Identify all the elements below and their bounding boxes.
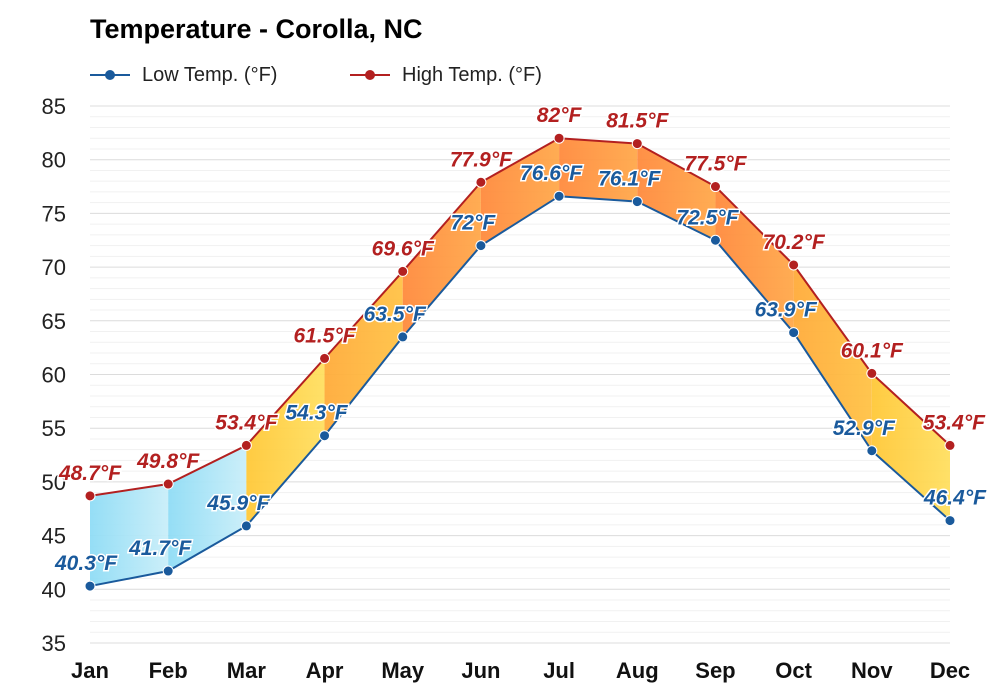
high-temp-label-nov: 60.1°F <box>841 339 904 362</box>
high-temp-label-jun: 77.9°F <box>450 148 513 171</box>
x-tick-label-oct: Oct <box>775 658 812 683</box>
low-temp-label-mar: 45.9°F <box>206 492 270 515</box>
x-tick-label-jul: Jul <box>543 658 575 683</box>
low-temp-label-jul: 76.6°F <box>520 162 583 185</box>
high-temp-label-dec: 53.4°F <box>923 411 986 434</box>
low-temp-label-apr: 54.3°F <box>285 402 348 425</box>
range-band-segment <box>715 186 794 333</box>
y-tick-label: 45 <box>42 524 66 549</box>
x-tick-label-jun: Jun <box>461 658 500 683</box>
high-temp-line <box>89 137 951 497</box>
low-temp-point-oct[interactable] <box>788 327 800 339</box>
x-tick-label-sep: Sep <box>695 658 735 683</box>
high-temp-point-dec[interactable] <box>944 439 956 451</box>
legend-item-low[interactable]: Low Temp. (°F) <box>90 60 277 90</box>
high-temp-label-mar: 53.4°F <box>215 411 278 434</box>
x-tick-label-feb: Feb <box>149 658 188 683</box>
low-temp-point-apr[interactable] <box>319 430 331 442</box>
high-temp-label-sep: 77.5°F <box>684 153 747 176</box>
x-tick-label-nov: Nov <box>851 658 893 683</box>
low-temp-label-jun: 72°F <box>451 212 497 235</box>
y-tick-label: 35 <box>42 631 66 656</box>
legend-low-label: Low Temp. (°F) <box>142 63 278 86</box>
y-tick-label: 40 <box>42 577 66 602</box>
legend-item-high[interactable]: High Temp. (°F) <box>350 60 542 90</box>
low-temp-point-may[interactable] <box>397 331 409 343</box>
high-temp-point-sep[interactable] <box>709 181 721 193</box>
low-temp-label-feb: 41.7°F <box>128 537 192 560</box>
range-band-segment <box>871 373 950 521</box>
y-tick-label: 80 <box>42 148 66 173</box>
low-temp-point-jan[interactable] <box>84 580 96 592</box>
low-temp-point-jul[interactable] <box>553 190 565 202</box>
legend-low-swatch <box>90 65 130 85</box>
high-temp-point-apr[interactable] <box>319 352 331 364</box>
x-tick-label-mar: Mar <box>227 658 267 683</box>
legend-high-swatch <box>350 65 390 85</box>
y-tick-label: 50 <box>42 470 66 495</box>
low-temp-point-jun[interactable] <box>475 240 487 252</box>
range-band-segment <box>402 182 481 337</box>
high-temp-label-jan: 48.7°F <box>58 462 122 485</box>
high-temp-label-oct: 70.2°F <box>763 231 826 254</box>
y-tick-label: 75 <box>42 201 66 226</box>
y-tick-label: 55 <box>42 416 66 441</box>
low-temp-label-may: 63.5°F <box>364 303 427 326</box>
range-band-segment <box>480 138 560 246</box>
high-temp-point-aug[interactable] <box>631 138 643 150</box>
high-temp-point-mar[interactable] <box>240 439 252 451</box>
low-temp-point-dec[interactable] <box>944 515 956 527</box>
high-temp-point-nov[interactable] <box>866 367 878 379</box>
low-temp-point-aug[interactable] <box>631 196 643 208</box>
y-tick-label: 65 <box>42 309 66 334</box>
high-temp-point-feb[interactable] <box>162 478 174 490</box>
low-temp-label-dec: 46.4°F <box>923 487 987 510</box>
high-temp-point-jan[interactable] <box>84 490 96 502</box>
low-temp-label-aug: 76.1°F <box>598 168 661 191</box>
high-temp-point-jun[interactable] <box>475 176 487 188</box>
high-temp-label-feb: 49.8°F <box>136 450 200 473</box>
range-band-segment <box>90 484 169 587</box>
high-temp-label-jul: 82°F <box>537 104 583 127</box>
range-band-segment <box>168 445 247 572</box>
y-tick-label: 70 <box>42 255 66 280</box>
high-temp-point-may[interactable] <box>397 265 409 277</box>
low-temp-label-jan: 40.3°F <box>54 552 118 575</box>
low-temp-label-sep: 72.5°F <box>676 206 739 229</box>
chart-title: Temperature - Corolla, NC <box>90 14 423 44</box>
range-band-segment <box>559 138 638 202</box>
x-tick-label-may: May <box>381 658 425 683</box>
x-tick-label-apr: Apr <box>306 658 344 683</box>
range-band-segment <box>637 143 716 241</box>
high-temp-point-oct[interactable] <box>788 259 800 271</box>
low-temp-label-nov: 52.9°F <box>833 417 896 440</box>
low-temp-label-oct: 63.9°F <box>755 299 818 322</box>
high-temp-label-may: 69.6°F <box>372 237 435 260</box>
range-band-segment <box>793 264 872 451</box>
x-tick-label-jan: Jan <box>71 658 109 683</box>
low-temp-point-sep[interactable] <box>709 234 721 246</box>
x-tick-label-dec: Dec <box>930 658 970 683</box>
range-band-segment <box>324 271 403 436</box>
high-temp-point-jul[interactable] <box>553 132 565 144</box>
low-temp-point-feb[interactable] <box>162 565 174 577</box>
x-tick-label-aug: Aug <box>616 658 659 683</box>
low-temp-line <box>89 195 951 588</box>
y-tick-label: 60 <box>42 363 66 388</box>
low-temp-point-nov[interactable] <box>866 445 878 457</box>
range-band-segment <box>246 358 325 526</box>
legend-high-label: High Temp. (°F) <box>402 63 542 86</box>
y-tick-label: 85 <box>42 94 66 119</box>
high-temp-label-apr: 61.5°F <box>293 324 356 347</box>
high-temp-label-aug: 81.5°F <box>606 110 669 133</box>
low-temp-point-mar[interactable] <box>240 520 252 532</box>
